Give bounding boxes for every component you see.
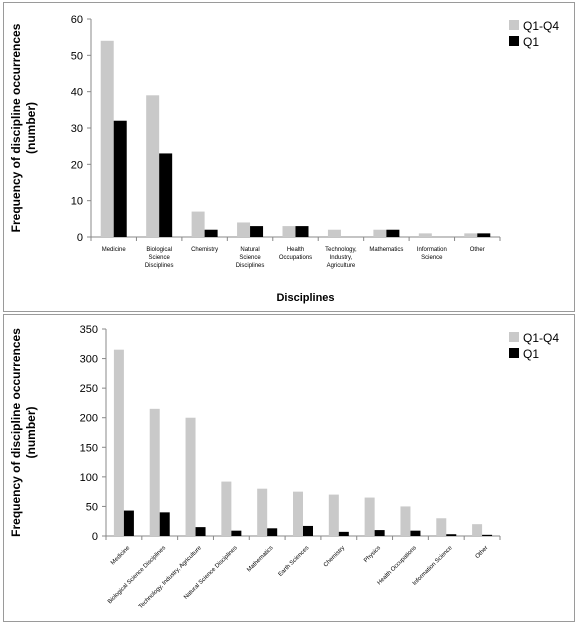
y-axis-label: (number) — [24, 102, 38, 154]
bar-q1-q4-0 — [113, 349, 124, 536]
x-tick-label: Health Occupations — [377, 545, 418, 586]
x-tick-label: Chemistry — [191, 247, 218, 253]
bar-q1-9 — [446, 534, 457, 536]
bar-q1-6 — [386, 229, 400, 237]
bar-q1-q4-7 — [364, 497, 375, 536]
y-tick-label: 30 — [71, 123, 83, 135]
bar-q1-2 — [204, 229, 218, 237]
y-tick-label: 300 — [80, 354, 98, 366]
x-tick-label: Natural Science Disciplines — [236, 247, 265, 269]
y-tick-label: 60 — [71, 14, 83, 26]
bar-q1-1 — [159, 153, 173, 237]
bar-q1-q4-8 — [464, 233, 478, 237]
chart-panel-top: Frequency of discipline occurrences (numb… — [3, 2, 575, 312]
bar-q1-0 — [113, 120, 127, 237]
bar-q1-q4-0 — [100, 40, 114, 237]
x-tick-label: Mathematics — [246, 545, 274, 573]
x-tick-label: Biological Science Disciplines — [107, 545, 167, 605]
x-tick-label: Technology, Industry, Agriculture — [325, 247, 357, 269]
x-tick-label: Biological Science Disciplines — [145, 247, 174, 269]
legend-label: Q1-Q4 — [523, 331, 559, 345]
bar-q1-q4-6 — [328, 494, 339, 536]
bar-q1-q4-7 — [418, 233, 432, 237]
bar-q1-6 — [338, 531, 349, 536]
bar-q1-q4-6 — [373, 229, 387, 237]
chart-panel-bottom: Frequency of discipline occurrences (numb… — [3, 314, 575, 622]
bar-q1-8 — [410, 530, 421, 536]
bar-q1-q4-5 — [293, 491, 303, 536]
chart-bottom: Frequency of discipline occurrences (numb… — [9, 324, 559, 610]
bar-q1-5 — [303, 525, 313, 536]
bar-q1-4 — [295, 226, 309, 237]
bar-q1-q4-4 — [257, 488, 268, 536]
x-tick-label: Physics — [363, 545, 382, 564]
legend-swatch-q1-q4 — [509, 332, 519, 342]
bar-q1-2 — [195, 527, 206, 536]
x-tick-label: Mathematics — [369, 247, 403, 253]
bar-q1-q4-3 — [237, 222, 251, 237]
x-tick-label: Medicine — [102, 247, 127, 253]
bar-q1-q4-10 — [472, 524, 483, 536]
x-tick-label: Other — [475, 545, 490, 560]
bar-q1-q4-4 — [282, 226, 296, 237]
x-tick-label: Information Science — [417, 247, 447, 261]
x-tick-label: Technology, Industry, Agriculture — [138, 545, 203, 610]
legend-label: Q1 — [523, 347, 539, 361]
y-tick-label: 100 — [80, 472, 98, 484]
y-tick-label: 250 — [80, 383, 98, 395]
legend-label: Q1 — [523, 35, 539, 49]
bar-q1-1 — [159, 512, 170, 536]
bar-q1-8 — [477, 233, 491, 237]
x-tick-label: Earth Sciences — [278, 545, 311, 578]
bar-q1-q4-3 — [221, 481, 232, 536]
y-tick-label: 10 — [71, 196, 83, 208]
x-axis-label: Disciplines — [276, 292, 334, 304]
y-tick-label: 20 — [71, 159, 83, 171]
bar-q1-10 — [482, 534, 493, 536]
y-tick-label: 50 — [71, 50, 83, 62]
bar-q1-4 — [267, 528, 278, 536]
bar-q1-7 — [374, 530, 385, 536]
bar-q1-q4-1 — [146, 95, 160, 237]
x-tick-label: Medicine — [110, 545, 132, 567]
legend-swatch-q1-q4 — [509, 20, 519, 30]
bar-q1-q4-1 — [149, 408, 160, 536]
bar-q1-q4-8 — [400, 506, 411, 536]
y-tick-label: 150 — [80, 442, 98, 454]
y-axis-label: Frequency of discipline occurrences — [9, 328, 23, 537]
y-tick-label: 0 — [92, 531, 98, 543]
y-tick-label: 350 — [80, 324, 98, 336]
y-axis-label: Frequency of discipline occurrences — [9, 23, 23, 232]
y-tick-label: 0 — [77, 232, 83, 244]
x-tick-label: Health Occupations — [279, 247, 312, 261]
x-tick-label: Information Science — [412, 545, 454, 587]
legend-swatch-q1 — [509, 348, 519, 358]
bar-q1-q4-9 — [436, 518, 447, 536]
bar-q1-0 — [123, 510, 134, 536]
x-tick-label: Other — [470, 247, 485, 253]
chart-top: Frequency of discipline occurrences (numb… — [9, 14, 559, 304]
x-tick-label: Chemistry — [323, 545, 346, 568]
y-tick-label: 40 — [71, 87, 83, 99]
bar-q1-q4-2 — [191, 211, 205, 237]
bar-q1-3 — [250, 226, 264, 237]
legend-label: Q1-Q4 — [523, 19, 559, 33]
y-axis-label: (number) — [24, 407, 38, 459]
bar-q1-q4-2 — [185, 417, 196, 536]
bar-q1-q4-5 — [327, 229, 341, 237]
y-tick-label: 50 — [86, 501, 98, 513]
y-tick-label: 200 — [80, 413, 98, 425]
legend-swatch-q1 — [509, 36, 519, 46]
bar-q1-3 — [231, 530, 242, 536]
